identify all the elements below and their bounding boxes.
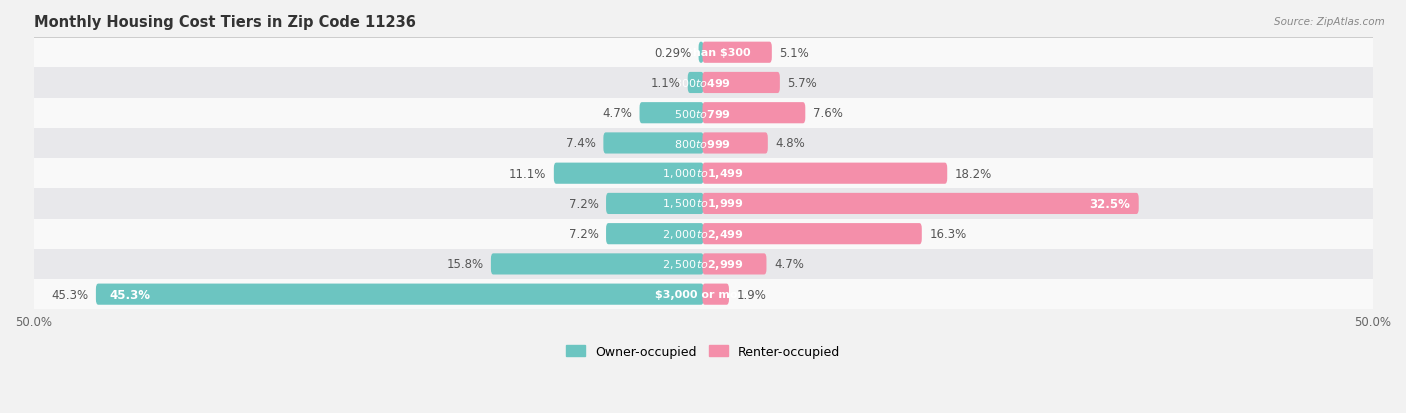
Text: $1,000 to $1,499: $1,000 to $1,499 [662,167,744,181]
Bar [34,159,1372,189]
FancyBboxPatch shape [603,133,703,154]
Text: Source: ZipAtlas.com: Source: ZipAtlas.com [1274,17,1385,26]
Text: 11.1%: 11.1% [509,167,547,180]
FancyBboxPatch shape [703,254,766,275]
Text: 4.8%: 4.8% [775,137,806,150]
Text: 45.3%: 45.3% [110,288,150,301]
Text: 1.9%: 1.9% [737,288,766,301]
Text: 15.8%: 15.8% [446,258,484,271]
FancyBboxPatch shape [640,103,703,124]
Text: 0.29%: 0.29% [654,47,692,59]
FancyBboxPatch shape [703,43,772,64]
Text: 4.7%: 4.7% [602,107,633,120]
Text: $300 to $499: $300 to $499 [675,77,731,89]
FancyBboxPatch shape [703,163,948,184]
Text: 7.2%: 7.2% [568,228,599,241]
Text: 7.6%: 7.6% [813,107,842,120]
Text: 7.4%: 7.4% [567,137,596,150]
FancyBboxPatch shape [703,284,728,305]
Text: $500 to $799: $500 to $799 [675,107,731,119]
Text: 32.5%: 32.5% [1090,197,1130,211]
Text: $1,500 to $1,999: $1,500 to $1,999 [662,197,744,211]
FancyBboxPatch shape [703,103,806,124]
Bar [34,279,1372,309]
FancyBboxPatch shape [688,73,703,94]
FancyBboxPatch shape [703,223,922,244]
Text: 16.3%: 16.3% [929,228,966,241]
Text: $800 to $999: $800 to $999 [675,138,731,150]
Text: Less than $300: Less than $300 [655,48,751,58]
Text: 1.1%: 1.1% [651,77,681,90]
FancyBboxPatch shape [606,193,703,214]
Text: 18.2%: 18.2% [955,167,993,180]
Text: 5.7%: 5.7% [787,77,817,90]
Bar [34,249,1372,279]
Text: 5.1%: 5.1% [779,47,808,59]
Text: 7.2%: 7.2% [568,197,599,211]
Text: $2,500 to $2,999: $2,500 to $2,999 [662,257,744,271]
Legend: Owner-occupied, Renter-occupied: Owner-occupied, Renter-occupied [561,340,845,363]
Bar [34,189,1372,219]
Bar [34,98,1372,128]
FancyBboxPatch shape [491,254,703,275]
Text: $2,000 to $2,499: $2,000 to $2,499 [662,227,744,241]
Text: $3,000 or more: $3,000 or more [655,290,751,299]
Text: 4.7%: 4.7% [773,258,804,271]
FancyBboxPatch shape [703,133,768,154]
Text: Monthly Housing Cost Tiers in Zip Code 11236: Monthly Housing Cost Tiers in Zip Code 1… [34,15,415,30]
FancyBboxPatch shape [554,163,703,184]
Text: 45.3%: 45.3% [51,288,89,301]
FancyBboxPatch shape [703,73,780,94]
FancyBboxPatch shape [606,223,703,244]
Bar [34,68,1372,98]
Bar [34,38,1372,68]
FancyBboxPatch shape [699,43,703,64]
FancyBboxPatch shape [703,193,1139,214]
Bar [34,128,1372,159]
Bar [34,219,1372,249]
FancyBboxPatch shape [96,284,703,305]
